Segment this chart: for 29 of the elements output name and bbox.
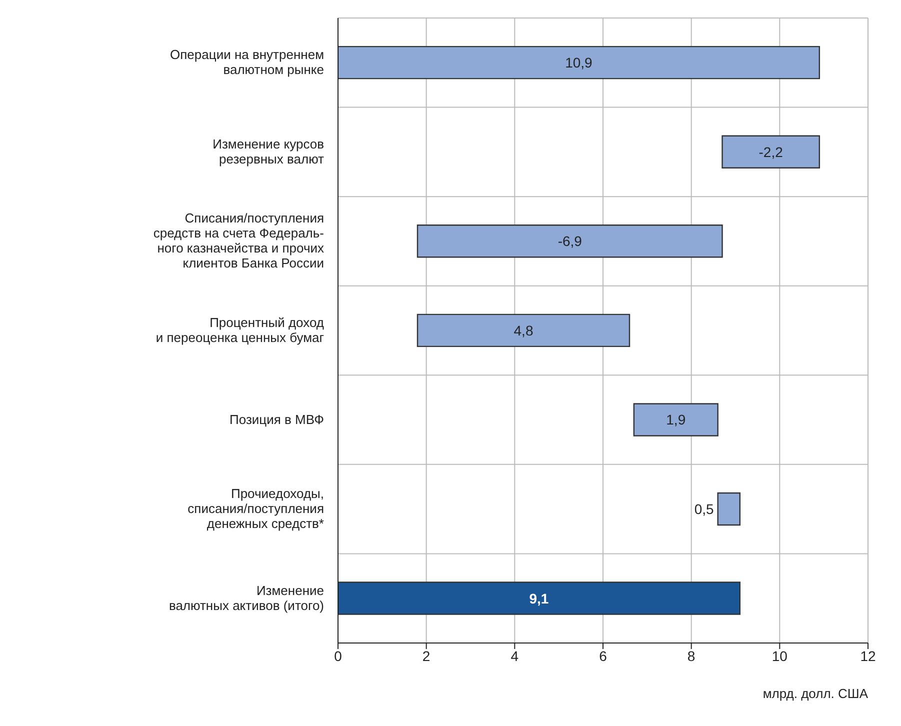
y-tick-label: Операции на внутреннем валютном рынке (170, 47, 324, 78)
x-tick-label: 2 (422, 648, 430, 664)
data-label: 4,8 (514, 322, 534, 338)
y-tick-label: Изменение валютных активов (итого) (168, 582, 324, 613)
y-tick-label: Позиция в МВФ (230, 412, 324, 427)
x-tick-label: 0 (334, 648, 342, 664)
data-label: 0,5 (694, 501, 714, 517)
data-label: 10,9 (565, 54, 593, 71)
y-tick-label: Прочиедоходы, списания/поступления денежных средств* (188, 486, 324, 532)
bar (338, 582, 741, 615)
data-label: 9,1 (529, 590, 549, 606)
y-tick-label: Списания/поступления средств на счета Федераль- ного казначейства и прочих клиентов Банка России (153, 210, 324, 271)
x-tick-label: 10 (772, 648, 788, 664)
bar (416, 224, 723, 258)
x-tick-label: 12 (860, 648, 876, 664)
bar (717, 492, 741, 526)
data-label: -6,9 (558, 233, 582, 250)
y-tick-label: Изменение курсов резервных валют (212, 136, 324, 166)
bar (633, 403, 718, 436)
bar (338, 46, 820, 80)
data-label: -2,2 (758, 144, 784, 160)
x-axis-title: млрд. долл. США (762, 686, 868, 701)
bar (722, 135, 820, 168)
x-tick-label: 8 (687, 648, 696, 664)
bar (416, 314, 630, 348)
x-tick-label: 6 (599, 648, 608, 664)
data-label: 1,9 (666, 412, 686, 428)
x-tick-label: 4 (510, 648, 519, 664)
y-tick-label: Процентный доход и переоценка ценных бумаг (156, 315, 324, 345)
